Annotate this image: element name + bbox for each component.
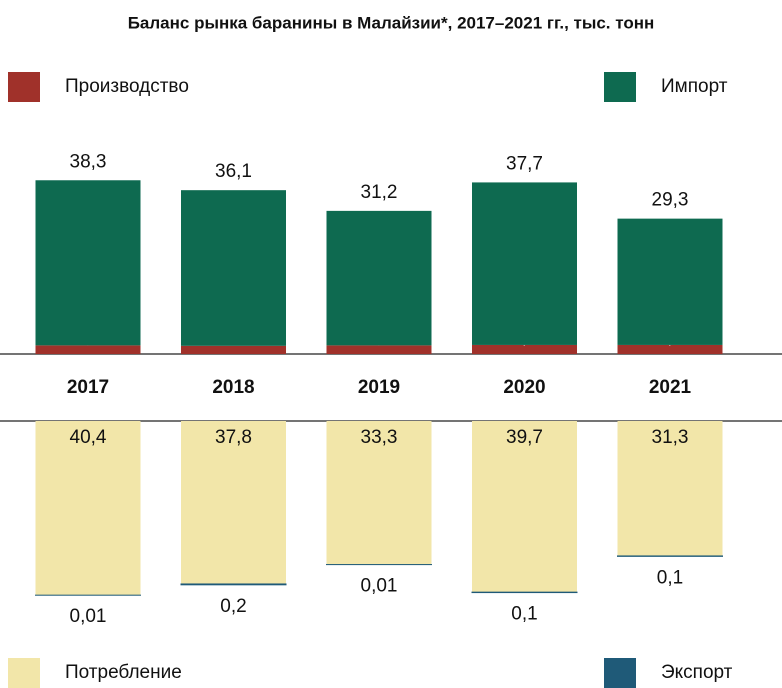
- bar-segment: [326, 345, 432, 354]
- legend-label: Потребление: [65, 662, 182, 683]
- bar-segment: [326, 210, 432, 346]
- bar-segment: [181, 421, 286, 584]
- value-label: 0,1: [657, 567, 683, 588]
- bar-segment: [326, 421, 432, 565]
- value-label: 0,01: [361, 576, 398, 597]
- x-tick-label: 2020: [503, 377, 545, 398]
- legend-swatch: [604, 658, 636, 688]
- legend-label: Импорт: [661, 76, 728, 97]
- value-label: 29,3: [652, 190, 689, 211]
- bar-segment: [617, 344, 723, 354]
- value-label: 39,7: [506, 427, 543, 448]
- legend-swatch: [604, 72, 636, 102]
- chart-title: Баланс рынка баранины в Малайзии*, 2017–…: [128, 13, 655, 32]
- legend-label: Производство: [65, 76, 189, 97]
- value-label: 36,1: [215, 161, 252, 182]
- bar-segment: [181, 345, 286, 354]
- value-label: 31,3: [652, 427, 689, 448]
- x-tick-label: 2018: [212, 377, 254, 398]
- value-label: 33,3: [361, 427, 398, 448]
- bar-segment: [35, 421, 141, 596]
- value-label: 37,8: [215, 427, 252, 448]
- bar-segment: [181, 190, 286, 346]
- bar-segment: [472, 344, 577, 354]
- legend-label: Экспорт: [661, 662, 733, 683]
- value-label: 38,3: [70, 151, 107, 172]
- legend-swatch: [8, 658, 40, 688]
- bar-segment: [472, 182, 577, 345]
- bar-segment: [617, 218, 723, 345]
- value-label: 40,4: [70, 427, 107, 448]
- value-label: 0,1: [511, 604, 537, 625]
- x-tick-label: 2019: [358, 377, 400, 398]
- value-label: 0,2: [220, 596, 246, 617]
- bar-segment: [617, 421, 723, 556]
- value-label: 0,01: [70, 606, 107, 627]
- bar-segment: [35, 180, 141, 346]
- x-tick-label: 2021: [649, 377, 692, 398]
- value-label: 37,7: [506, 153, 543, 174]
- bar-segment: [472, 421, 577, 593]
- legend-swatch: [8, 72, 40, 102]
- bar-segment: [180, 583, 287, 586]
- x-tick-label: 2017: [67, 377, 109, 398]
- bar-segment: [35, 345, 141, 354]
- value-label: 31,2: [361, 182, 398, 203]
